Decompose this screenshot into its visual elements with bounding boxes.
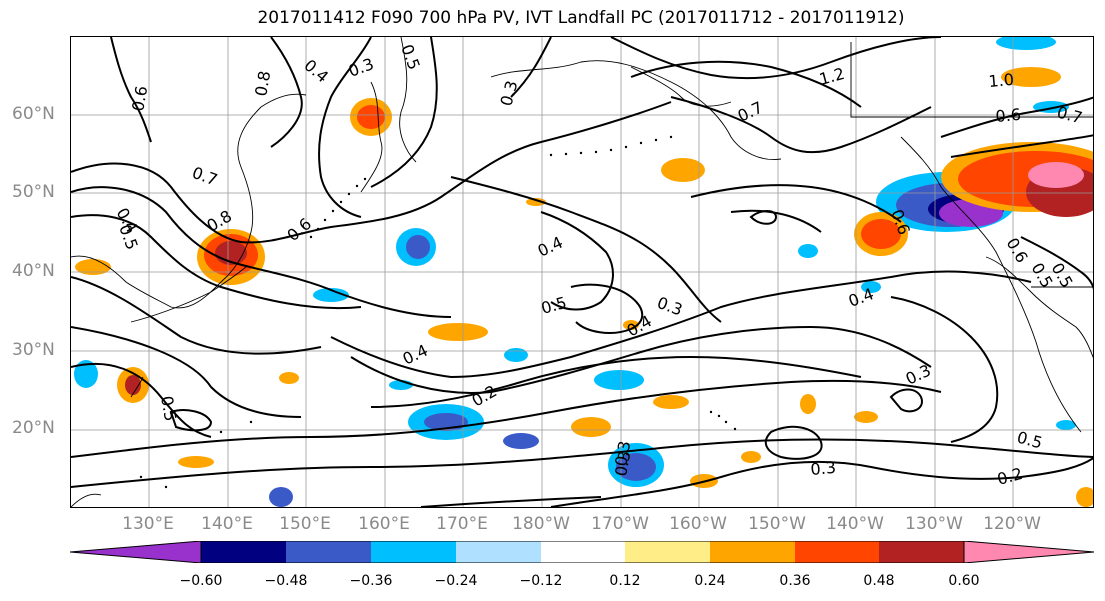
lat-label: 50°N	[12, 182, 55, 202]
chart-title: 2017011412 F090 700 hPa PV, IVT Landfall…	[257, 8, 905, 28]
lon-label: 150°W	[748, 514, 806, 534]
colorbar-segment	[795, 541, 879, 563]
colorbar-segment	[879, 541, 964, 563]
contour-label: 0.4	[400, 341, 431, 369]
contour-label: 0.7	[190, 163, 220, 190]
lon-label: 170°E	[436, 514, 488, 534]
contour-label: 0.7	[1055, 103, 1085, 128]
island-chains	[139, 135, 737, 489]
lon-label: 120°W	[983, 514, 1041, 534]
contour-label: 0.8	[251, 69, 274, 97]
lon-label: 150°E	[279, 514, 331, 534]
colorbar-segment	[541, 541, 625, 563]
colorbar-tick: 0.24	[694, 573, 726, 589]
contour-label: 0.6	[995, 105, 1022, 126]
contour-label: 0.3	[611, 439, 634, 467]
anomaly-blob-kamchatka-positive	[350, 98, 392, 136]
colorbar-tick: −0.36	[349, 573, 393, 589]
map-panel: 0.3 0.4 0.5 0.8 0.6 0.7 0.4 0.5 0.8 0.4 …	[70, 36, 1094, 508]
lat-label: 20°N	[12, 418, 55, 438]
contour-label: 0.4	[535, 233, 566, 261]
lat-label: 40°N	[12, 261, 55, 281]
colorbar-segment	[371, 541, 456, 563]
contour-label: 0.3	[346, 54, 376, 81]
contour-label: 0.7	[735, 98, 766, 126]
contour-label: 0.5	[1048, 260, 1077, 292]
colorbar-segment	[201, 541, 286, 563]
contour-label: 0.5	[397, 42, 424, 72]
anomaly-blob-small-positive	[75, 67, 1093, 507]
anomaly-fills	[74, 37, 1093, 507]
colorbar-segment	[710, 541, 795, 563]
colorbar-tick: 0.36	[779, 573, 811, 589]
anomaly-blob-central-positive	[854, 212, 908, 256]
contour-label: 1.0	[988, 70, 1015, 91]
contour-label: 0.5	[1015, 428, 1045, 453]
anomaly-blob-japan-positive	[197, 229, 265, 285]
map-canvas: 0.3 0.4 0.5 0.8 0.6 0.7 0.4 0.5 0.8 0.4 …	[71, 37, 1093, 507]
colorbar-tick: 0.12	[609, 573, 641, 589]
pv-contours	[71, 37, 1093, 507]
colorbar-segment	[456, 541, 541, 563]
colorbar-tick: 0.48	[863, 573, 895, 589]
contour-label: 0.2	[469, 381, 501, 410]
lon-label: 130°E	[122, 514, 174, 534]
contour-label: 0.4	[300, 56, 332, 87]
lon-label: 160°W	[669, 514, 727, 534]
lon-label: 140°W	[826, 514, 884, 534]
colorbar-segment	[625, 541, 710, 563]
lon-label: 170°W	[591, 514, 649, 534]
contour-label: 0.5	[539, 293, 569, 318]
lat-label: 60°N	[12, 104, 55, 124]
contour-label: 0.3	[611, 449, 634, 477]
colorbar-extend-high	[963, 541, 1094, 563]
contour-label: 0.6	[283, 214, 315, 245]
lon-label: 130°W	[905, 514, 963, 534]
colorbar-tick: −0.48	[264, 573, 308, 589]
lon-label: 140°E	[201, 514, 253, 534]
colorbar-tick: −0.60	[179, 573, 223, 589]
contour-label: 0.3	[810, 458, 837, 479]
contour-label: 1.2	[817, 64, 847, 89]
colorbar-segment	[286, 541, 371, 563]
contour-label: 0.3	[655, 293, 685, 320]
lon-label: 180°W	[512, 514, 570, 534]
colorbar-tick: −0.24	[434, 573, 478, 589]
graticule	[71, 37, 1093, 507]
colorbar-extend-low	[70, 541, 202, 563]
colorbar-tick: −0.12	[519, 573, 563, 589]
contour-label: 0.4	[624, 311, 656, 340]
contour-label: 0.5	[157, 394, 180, 422]
contour-label: 0.6	[128, 84, 151, 112]
contour-label: 0.2	[995, 464, 1025, 489]
contour-label: 0.3	[497, 79, 522, 109]
colorbar-tick: 0.60	[948, 573, 980, 589]
lat-label: 30°N	[12, 340, 55, 360]
colorbar	[70, 541, 1094, 563]
lon-label: 160°E	[358, 514, 410, 534]
coastlines	[71, 37, 1093, 507]
